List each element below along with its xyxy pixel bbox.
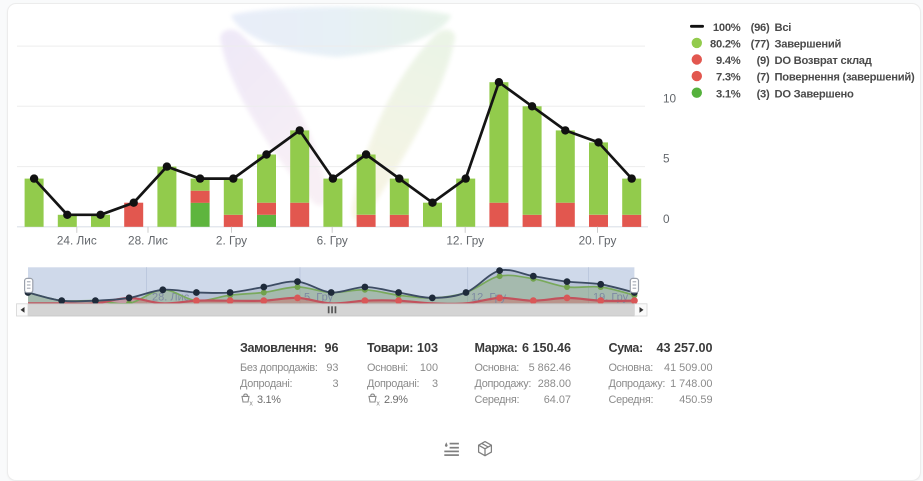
svg-text:(3): (3) — [757, 88, 770, 100]
svg-text:0: 0 — [663, 212, 670, 226]
svg-text:24. Лис: 24. Лис — [57, 234, 97, 248]
svg-text:x: x — [249, 401, 253, 407]
svg-text:(77): (77) — [751, 39, 770, 51]
svg-text:28. Лис: 28. Лис — [128, 234, 168, 248]
svg-text:Завершений: Завершений — [775, 39, 842, 51]
svg-text:5: 5 — [663, 152, 670, 166]
svg-text:(96): (96) — [751, 22, 770, 34]
svg-text:10: 10 — [663, 91, 677, 105]
svg-text:20. Гру: 20. Гру — [579, 234, 617, 248]
svg-text:x: x — [376, 401, 380, 407]
svg-text:(7): (7) — [757, 72, 770, 84]
svg-text:3.1%: 3.1% — [716, 88, 741, 100]
svg-text:2. Гру: 2. Гру — [216, 234, 247, 248]
svg-text:6. Гру: 6. Гру — [317, 234, 348, 248]
svg-text:Всі: Всі — [775, 22, 792, 34]
svg-text:DO Возврат склад: DO Возврат склад — [775, 55, 872, 67]
svg-text:DO Завершено: DO Завершено — [775, 88, 854, 100]
svg-text:9.4%: 9.4% — [716, 55, 741, 67]
svg-text:100%: 100% — [713, 22, 741, 34]
svg-text:12. Гру: 12. Гру — [446, 234, 484, 248]
svg-text:(9): (9) — [757, 55, 770, 67]
svg-text:Повернення (завершений): Повернення (завершений) — [775, 72, 915, 84]
svg-text:80.2%: 80.2% — [710, 39, 741, 51]
svg-text:7.3%: 7.3% — [716, 72, 741, 84]
